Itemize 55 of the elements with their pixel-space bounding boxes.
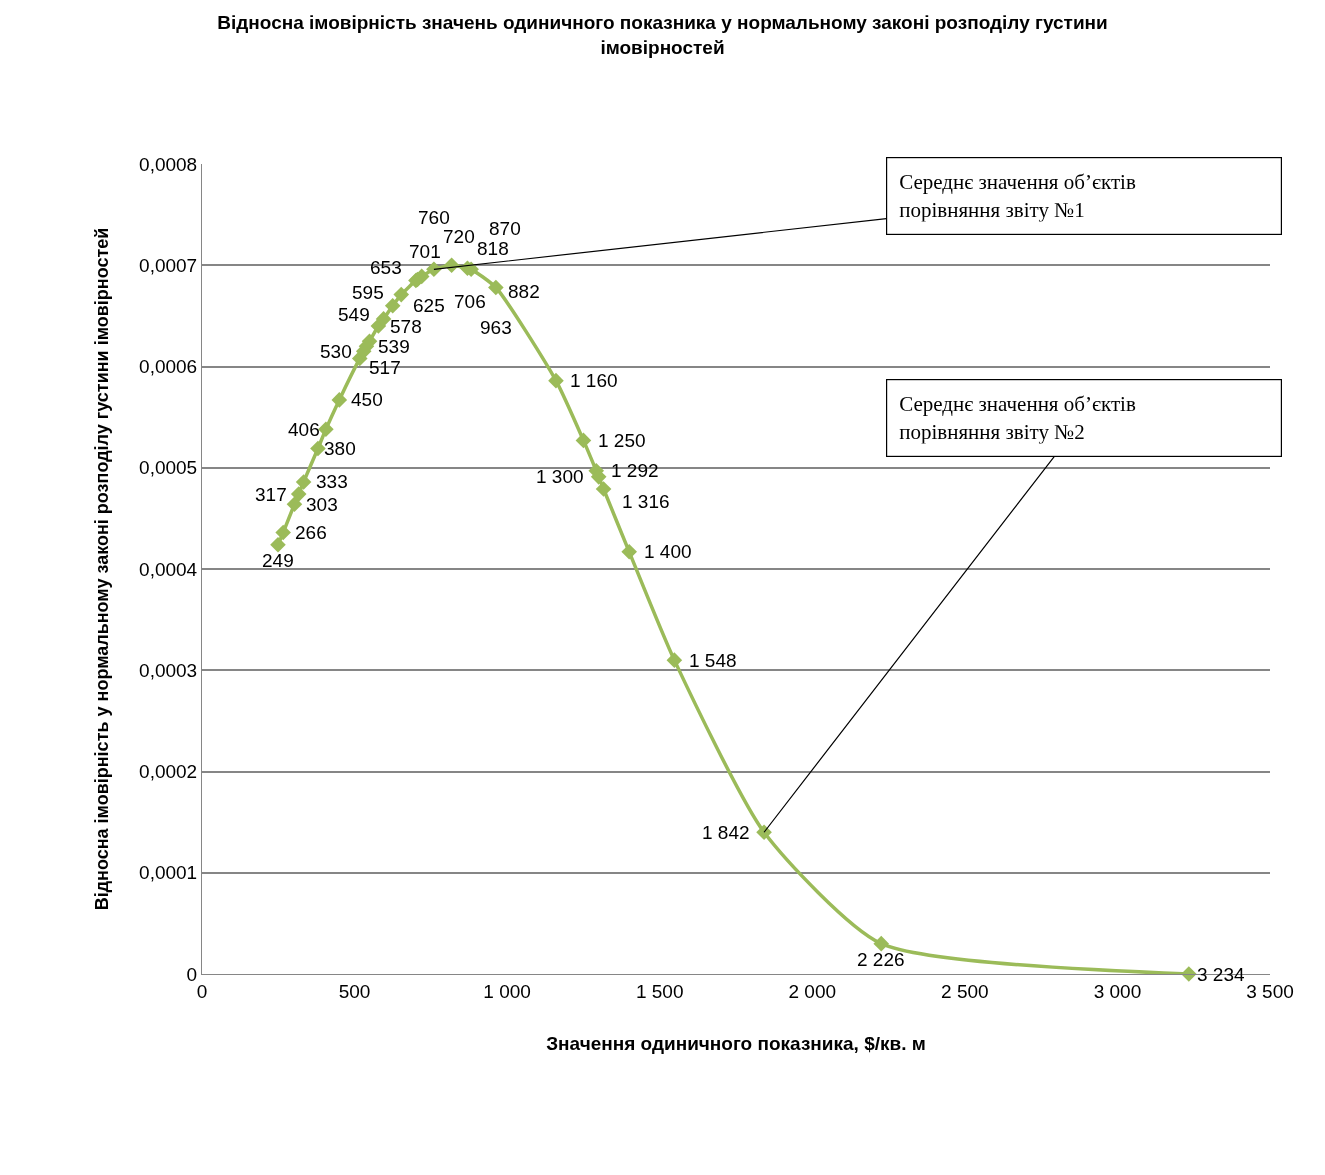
annotation: 882: [508, 281, 540, 302]
annotation: 653: [370, 257, 402, 278]
y-tick-label: 0,0001: [139, 862, 198, 884]
x-tick-label: 500: [338, 980, 371, 1002]
annotation: 870: [489, 218, 521, 239]
x-tick-label: 1 500: [635, 980, 684, 1002]
annotation: 578: [390, 316, 422, 337]
x-tick-label: 2 500: [941, 980, 989, 1002]
y-tick-label: 0,0004: [139, 558, 198, 580]
annotation: 818: [477, 238, 509, 259]
annotation: 317: [255, 484, 287, 505]
y-tick-label: 0,0003: [139, 659, 198, 681]
annotation: 1 250: [598, 430, 646, 451]
annotation: Середнє значення об’єктів порівняння звіту №2: [899, 392, 1136, 444]
annotation: 1 400: [644, 541, 692, 562]
y-tick-label: 0,0002: [139, 761, 198, 783]
annotation: 303: [306, 494, 338, 515]
annotation: 720: [443, 226, 475, 247]
annotation: 595: [352, 282, 384, 303]
y-axis-title: Відносна імовірність у нормальному законі розподілу густини імовірностей: [92, 227, 113, 911]
annotation: 406: [288, 419, 320, 440]
annotation: 266: [295, 522, 327, 543]
y-tick-label: 0,0008: [139, 153, 198, 175]
annotation: 1 160: [570, 370, 618, 391]
annotation: 3 234: [1197, 964, 1245, 985]
annotation: 760: [418, 207, 450, 228]
annotation: 1 842: [702, 822, 750, 843]
annotation: 1 292: [611, 460, 659, 481]
annotation: 530: [320, 341, 352, 362]
x-tick-label: 3 000: [1093, 980, 1142, 1002]
annotation: 1 316: [622, 491, 670, 512]
y-tick-label: 0: [186, 963, 198, 985]
annotation: 706: [454, 291, 486, 312]
annotation: 333: [316, 471, 348, 492]
annotation: 701: [409, 241, 441, 262]
annotation: 2 226: [857, 949, 905, 970]
x-tick-label: 1 000: [483, 980, 531, 1002]
annotation: 517: [369, 357, 401, 378]
annotation: 450: [351, 389, 383, 410]
y-tick-label: 0,0006: [139, 356, 198, 378]
annotation: 249: [262, 550, 294, 571]
annotation: 380: [324, 438, 356, 459]
annotation: 539: [378, 336, 410, 357]
x-tick-label: 2 000: [788, 980, 837, 1002]
annotation: Середнє значення об’єктів порівняння звіту №1: [899, 170, 1136, 222]
annotation: 963: [480, 317, 512, 338]
annotation: 1 300: [536, 466, 584, 487]
x-axis-title: Значення одиничного показника, $/кв. м: [546, 1032, 926, 1054]
annotation: 625: [413, 295, 445, 316]
annotation: 549: [338, 304, 370, 325]
x-tick-label: 3 500: [1246, 980, 1294, 1002]
chart-title: Відносна імовірність значень одиничного показника у нормальному законі розподілу густини імовірностей: [217, 12, 1108, 59]
annotation: 1 548: [689, 650, 737, 671]
y-tick-label: 0,0007: [139, 254, 198, 276]
y-tick-label: 0,0005: [139, 457, 198, 479]
